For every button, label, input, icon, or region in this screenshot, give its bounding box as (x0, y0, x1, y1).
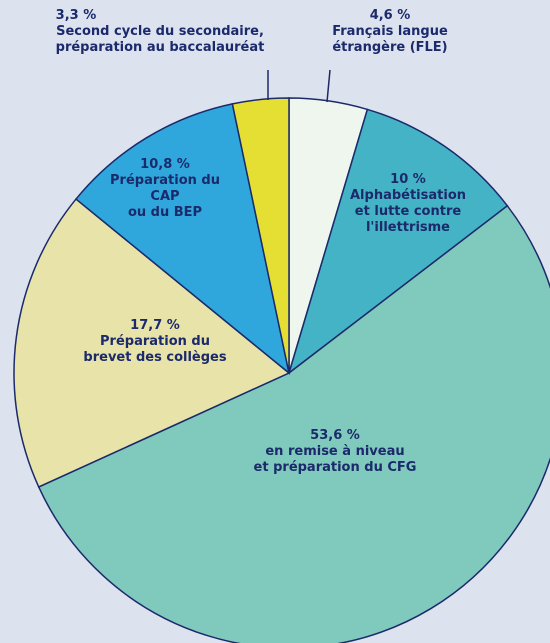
category-label: Préparation du CAP ou du BEP (110, 173, 220, 220)
pie (13, 97, 550, 643)
slice-label: 10 % Alphabétisation et lutte contre l'il… (350, 172, 466, 236)
category-label: Préparation du brevet des collèges (83, 334, 227, 365)
slice-label: 4,6 % Français langue étrangère (FLE) (332, 8, 448, 56)
category-label: Alphabétisation et lutte contre l'illett… (349, 188, 467, 235)
category-label: Français langue étrangère (FLE) (332, 24, 448, 55)
pie-slice (231, 97, 290, 374)
pie-slice (287, 108, 509, 375)
pie-slice (74, 103, 291, 375)
leader-line (326, 69, 331, 103)
category-label: Second cycle du secondaire, préparation … (55, 24, 265, 55)
slice-label: 3,3 % Second cycle du secondaire, prépara… (56, 8, 265, 56)
slice-label: 10,8 % Préparation du CAP ou du BEP (110, 157, 220, 221)
slice-label: 53,6 % en remise à niveau et préparation … (254, 428, 417, 476)
value-label: 3,3 % (55, 8, 97, 23)
pie-slice (37, 204, 550, 643)
value-label: 10 % (390, 172, 426, 187)
value-label: 17,7 % (130, 318, 180, 333)
value-label: 10,8 % (140, 157, 190, 172)
slice-label: 17,7 % Préparation du brevet des collèges (83, 318, 226, 366)
value-label: 53,6 % (310, 428, 360, 443)
value-label: 4,6 % (369, 8, 411, 23)
pie-slice (13, 197, 291, 488)
category-label: en remise à niveau et préparation du CFG (253, 444, 417, 475)
